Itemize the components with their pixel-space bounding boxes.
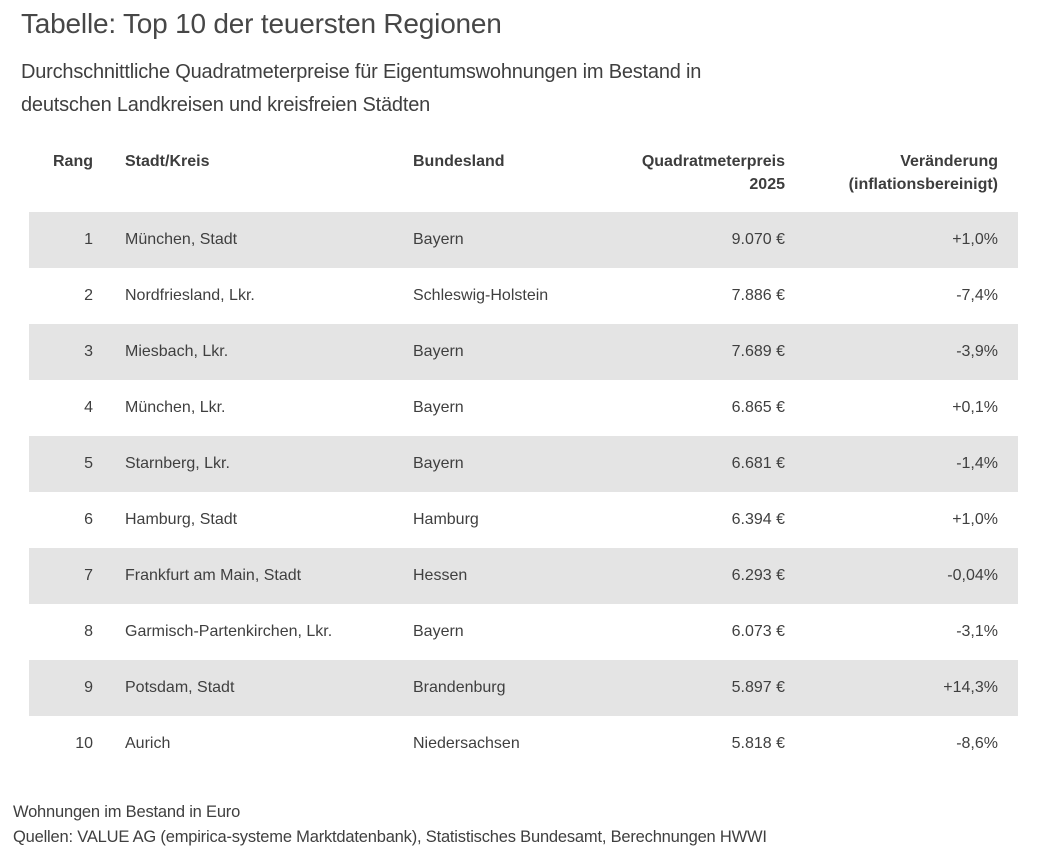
cell-state: Bayern	[413, 231, 464, 248]
table-row: 4 München, Lkr. Bayern 6.865 € +0,1%	[29, 380, 1018, 436]
column-header-change-line2: (inflationsbereinigt)	[848, 176, 998, 193]
table-body: 1 München, Stadt Bayern 9.070 € +1,0% 2 …	[29, 212, 1018, 772]
column-header-change: Veränderung (inflationsbereinigt)	[785, 150, 1018, 196]
subtitle-line-1: Durchschnittliche Quadratmeterpreise für…	[21, 61, 702, 83]
table-row: 7 Frankfurt am Main, Stadt Hessen 6.293 …	[29, 548, 1018, 604]
cell-region: Nordfriesland, Lkr.	[125, 287, 255, 304]
table-row: 1 München, Stadt Bayern 9.070 € +1,0%	[29, 212, 1018, 268]
cell-price: 9.070 €	[731, 231, 785, 248]
cell-region: Frankfurt am Main, Stadt	[125, 567, 302, 584]
cell-region: Aurich	[125, 735, 171, 752]
cell-price: 5.818 €	[731, 735, 785, 752]
subtitle-line-2: deutschen Landkreisen und kreisfreien St…	[21, 94, 431, 116]
table-row: 6 Hamburg, Stadt Hamburg 6.394 € +1,0%	[29, 492, 1018, 548]
cell-price: 7.886 €	[731, 287, 785, 304]
footnote-unit: Wohnungen im Bestand in Euro	[13, 803, 241, 821]
table-row: 8 Garmisch-Partenkirchen, Lkr. Bayern 6.…	[29, 604, 1018, 660]
cell-change: -3,9%	[956, 343, 998, 360]
cell-rank: 1	[84, 231, 93, 248]
cell-change: +1,0%	[952, 231, 998, 248]
cell-region: Miesbach, Lkr.	[125, 343, 229, 360]
table-row: 2 Nordfriesland, Lkr. Schleswig-Holstein…	[29, 268, 1018, 324]
table-header-row: Rang Stadt/Kreis Bundesland Quadratmeter…	[29, 150, 1018, 196]
cell-state: Hessen	[413, 567, 468, 584]
page-subtitle: Durchschnittliche Quadratmeterpreise für…	[21, 56, 1043, 122]
page-title: Tabelle: Top 10 der teuersten Regionen	[21, 8, 502, 39]
cell-rank: 5	[84, 455, 93, 472]
cell-price: 7.689 €	[731, 343, 785, 360]
cell-rank: 6	[84, 511, 93, 528]
cell-region: Potsdam, Stadt	[125, 679, 235, 696]
cell-change: +1,0%	[952, 511, 998, 528]
table-row: 5 Starnberg, Lkr. Bayern 6.681 € -1,4%	[29, 436, 1018, 492]
column-header-change-line1: Veränderung	[900, 153, 998, 170]
cell-price: 6.293 €	[731, 567, 785, 584]
column-header-state: Bundesland	[413, 153, 505, 170]
table-figure: Tabelle: Top 10 der teuersten Regionen D…	[0, 8, 1043, 860]
cell-price: 5.897 €	[731, 679, 785, 696]
cell-region: Starnberg, Lkr.	[125, 455, 230, 472]
cell-rank: 10	[75, 735, 93, 752]
cell-region: München, Stadt	[125, 231, 238, 248]
footnote-sources: Quellen: VALUE AG (empirica-systeme Mark…	[13, 828, 767, 846]
cell-state: Hamburg	[413, 511, 479, 528]
cell-price: 6.865 €	[731, 399, 785, 416]
column-header-region: Stadt/Kreis	[125, 153, 210, 170]
cell-state: Bayern	[413, 343, 464, 360]
cell-rank: 2	[84, 287, 93, 304]
cell-rank: 3	[84, 343, 93, 360]
column-header-price: Quadratmeterpreis 2025	[589, 150, 785, 196]
column-header-price-line2: 2025	[749, 176, 785, 193]
cell-state: Bayern	[413, 399, 464, 416]
cell-state: Schleswig-Holstein	[413, 287, 549, 304]
table-row: 9 Potsdam, Stadt Brandenburg 5.897 € +14…	[29, 660, 1018, 716]
cell-change: +0,1%	[952, 399, 998, 416]
cell-change: -7,4%	[956, 287, 998, 304]
cell-region: Hamburg, Stadt	[125, 511, 238, 528]
cell-state: Niedersachsen	[413, 735, 520, 752]
cell-rank: 4	[84, 399, 93, 416]
cell-change: -3,1%	[956, 623, 998, 640]
cell-change: -8,6%	[956, 735, 998, 752]
cell-rank: 7	[84, 567, 93, 584]
cell-state: Bayern	[413, 623, 464, 640]
table-row: 10 Aurich Niedersachsen 5.818 € -8,6%	[29, 716, 1018, 772]
cell-state: Brandenburg	[413, 679, 506, 696]
cell-rank: 8	[84, 623, 93, 640]
cell-price: 6.681 €	[731, 455, 785, 472]
cell-rank: 9	[84, 679, 93, 696]
cell-change: +14,3%	[943, 679, 998, 696]
column-header-rank: Rang	[53, 153, 93, 170]
cell-region: München, Lkr.	[125, 399, 226, 416]
top10-regions-table: Rang Stadt/Kreis Bundesland Quadratmeter…	[29, 150, 1018, 772]
cell-change: -0,04%	[947, 567, 998, 584]
cell-price: 6.394 €	[731, 511, 785, 528]
table-row: 3 Miesbach, Lkr. Bayern 7.689 € -3,9%	[29, 324, 1018, 380]
cell-state: Bayern	[413, 455, 464, 472]
column-header-price-line1: Quadratmeterpreis	[641, 153, 785, 170]
cell-region: Garmisch-Partenkirchen, Lkr.	[125, 623, 333, 640]
footnotes: Wohnungen im Bestand in Euro Quellen: VA…	[13, 800, 1043, 850]
cell-price: 6.073 €	[731, 623, 785, 640]
cell-change: -1,4%	[956, 455, 998, 472]
